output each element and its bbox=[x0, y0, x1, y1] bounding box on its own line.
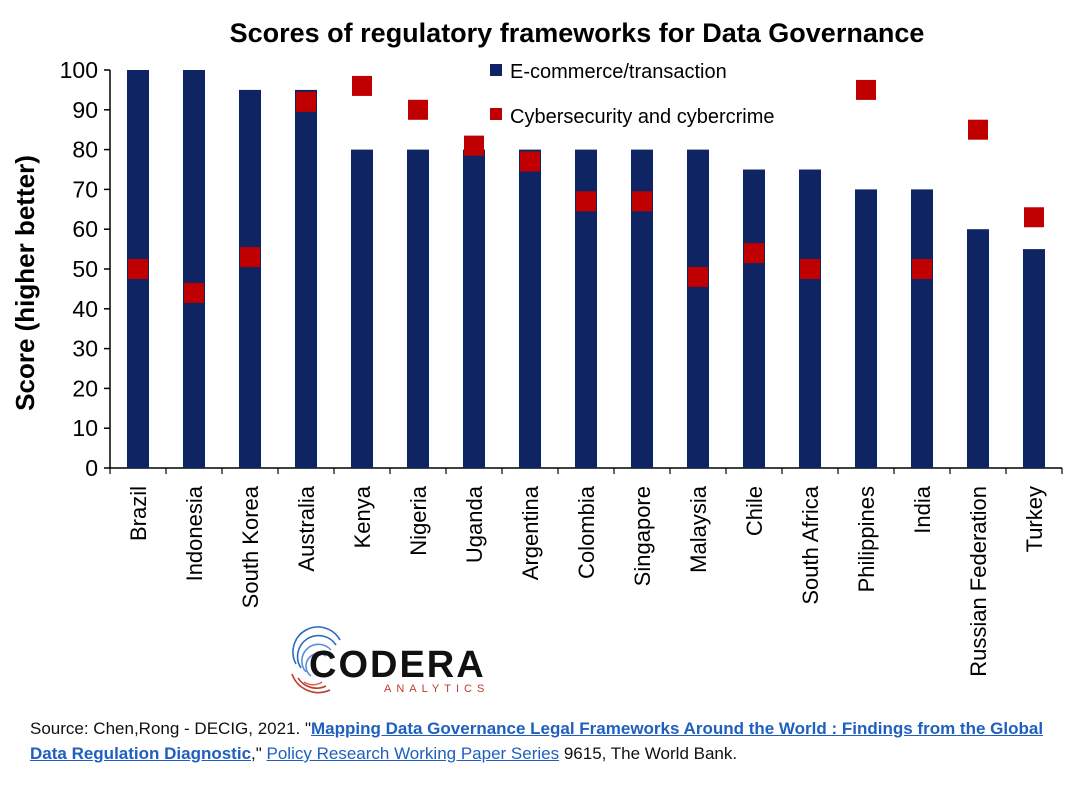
marker-argentina bbox=[520, 151, 540, 172]
y-tick-label: 30 bbox=[72, 336, 98, 362]
marker-brazil bbox=[128, 259, 148, 279]
marker-australia bbox=[296, 91, 316, 112]
x-tick-label: Russian Federation bbox=[966, 486, 991, 677]
logo-tagline: ANALYTICS bbox=[384, 683, 489, 695]
bar-south-korea bbox=[239, 89, 261, 469]
y-tick-label: 100 bbox=[60, 57, 98, 83]
y-tick-label: 0 bbox=[85, 455, 98, 481]
marker-kenya bbox=[352, 75, 372, 96]
codera-logo: CODERA ANALYTICS bbox=[291, 626, 489, 695]
bar-australia bbox=[295, 89, 317, 469]
bar-chile bbox=[743, 169, 765, 468]
legend-swatch-ecommerce bbox=[490, 64, 502, 76]
y-tick-label: 40 bbox=[72, 296, 98, 322]
bar-south-africa bbox=[799, 169, 821, 468]
marker-turkey bbox=[1024, 207, 1044, 228]
x-tick-label: Philippines bbox=[854, 486, 879, 592]
y-tick-label: 70 bbox=[72, 176, 98, 202]
legend-label-ecommerce: E-commerce/transaction bbox=[510, 61, 727, 83]
chart-title: Scores of regulatory frameworks for Data… bbox=[230, 18, 925, 48]
x-tick-label: Nigeria bbox=[406, 485, 431, 555]
y-tick-label: 10 bbox=[72, 415, 98, 441]
x-tick-label: Brazil bbox=[126, 486, 151, 541]
legend: E-commerce/transaction Cybersecurity and… bbox=[490, 61, 775, 128]
legend-swatch-cybersecurity bbox=[490, 108, 502, 120]
marker-chile bbox=[744, 243, 764, 264]
legend-label-cybersecurity: Cybersecurity and cybercrime bbox=[510, 106, 775, 128]
x-tick-label: Chile bbox=[742, 486, 767, 536]
marker-malaysia bbox=[688, 266, 708, 287]
marker-nigeria bbox=[408, 99, 428, 120]
source-prefix: Source: Chen,Rong - DECIG, 2021. " bbox=[30, 719, 312, 738]
y-tick-label: 20 bbox=[72, 375, 98, 401]
bar-indonesia bbox=[183, 70, 205, 468]
y-tick-label: 80 bbox=[72, 137, 98, 163]
bar-malaysia bbox=[687, 149, 709, 468]
bar-kenya bbox=[351, 149, 373, 468]
source-paper-link[interactable]: Mapping Data Governance Legal Frameworks… bbox=[30, 719, 1044, 763]
x-tick-label: Indonesia bbox=[182, 485, 207, 581]
source-mid: ," bbox=[251, 744, 267, 763]
x-tick-label: Kenya bbox=[350, 485, 375, 548]
x-tick-label: India bbox=[910, 485, 935, 533]
plot-area: 0 10 20 30 40 50 60 70 80 90 100 Brazil Indonesia Sou… bbox=[60, 57, 1063, 677]
marker-south-korea bbox=[240, 247, 260, 268]
bar-uganda bbox=[463, 149, 485, 468]
bar-singapore bbox=[631, 149, 653, 468]
bar-nigeria bbox=[407, 149, 429, 468]
y-axis-label: Score (higher better) bbox=[10, 155, 40, 411]
x-tick-label: Uganda bbox=[462, 485, 487, 563]
x-tick-label: Malaysia bbox=[686, 485, 711, 573]
x-tick-label: South Korea bbox=[238, 485, 263, 608]
marker-south-africa bbox=[800, 259, 820, 279]
marker-uganda bbox=[464, 135, 484, 156]
x-tick-label: Singapore bbox=[630, 486, 655, 586]
source-note: Source: Chen,Rong - DECIG, 2021. "Mappin… bbox=[30, 716, 1060, 766]
bar-argentina bbox=[519, 149, 541, 468]
marker-philippines bbox=[856, 79, 876, 100]
x-tick-label: Australia bbox=[294, 485, 319, 571]
marker-colombia bbox=[576, 191, 596, 212]
bar-colombia bbox=[575, 149, 597, 468]
y-tick-label: 60 bbox=[72, 216, 98, 242]
fingerprint-icon bbox=[291, 626, 341, 694]
bar-russian-federation bbox=[967, 229, 989, 468]
y-tick-label: 90 bbox=[72, 97, 98, 123]
logo-wordmark: CODERA bbox=[309, 644, 486, 686]
source-series-link[interactable]: Policy Research Working Paper Series bbox=[266, 744, 560, 763]
x-tick-label: South Africa bbox=[798, 485, 823, 604]
bar-india bbox=[911, 189, 933, 468]
bar-turkey bbox=[1023, 249, 1045, 468]
marker-indonesia bbox=[184, 282, 204, 303]
bar-philippines bbox=[855, 189, 877, 468]
marker-india bbox=[912, 259, 932, 279]
marker-russian-federation bbox=[968, 119, 988, 140]
x-tick-label: Turkey bbox=[1022, 486, 1047, 552]
y-tick-label: 50 bbox=[72, 256, 98, 282]
x-tick-label: Colombia bbox=[574, 485, 599, 579]
marker-singapore bbox=[632, 191, 652, 212]
x-tick-label: Argentina bbox=[518, 485, 543, 580]
source-suffix: 9615, The World Bank. bbox=[559, 744, 738, 763]
